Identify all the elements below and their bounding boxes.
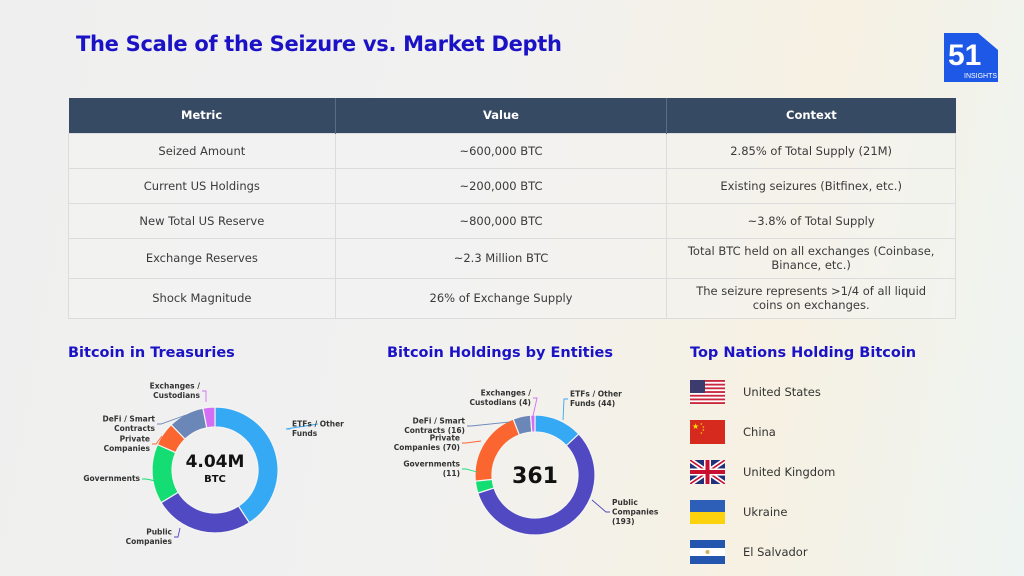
leader-line-governments (462, 468, 478, 473)
slice-label-public-companies: Public Companies (126, 528, 173, 547)
page-title: The Scale of the Seizure vs. Market Dept… (76, 32, 562, 56)
cell-context: Existing seizures (Bitfinex, etc.) (666, 167, 956, 204)
us-flag-icon (690, 380, 725, 404)
slice-label-exchanges-custodians: Exchanges / Custodians (150, 382, 201, 401)
nation-item: Ukraine (690, 492, 835, 532)
header-metric: Metric (68, 98, 336, 133)
cell-metric: Current US Holdings (68, 167, 336, 204)
cell-context: Total BTC held on all exchanges (Coinbas… (666, 237, 956, 279)
cell-metric: Shock Magnitude (68, 277, 336, 319)
table-row: Seized Amount ~600,000 BTC 2.85% of Tota… (68, 132, 956, 169)
nation-item: El Salvador (690, 532, 835, 572)
cell-metric: Seized Amount (68, 132, 336, 169)
cell-value: ~600,000 BTC (334, 132, 668, 169)
donut-center-value: 4.04M (186, 452, 245, 472)
cell-context: ~3.8% of Total Supply (666, 202, 956, 239)
donut-center-value: 361 (512, 464, 558, 489)
slice-label-defi-smart-contracts: DeFi / Smart Contracts (16) (404, 417, 465, 436)
cell-metric: Exchange Reserves (68, 237, 336, 279)
table-row: Shock Magnitude 26% of Exchange Supply T… (68, 277, 956, 319)
svg-text:★: ★ (702, 428, 705, 432)
slice-label-governments: Governments (11) (403, 460, 460, 479)
ukraine-flag-icon (690, 500, 725, 524)
nations-title: Top Nations Holding Bitcoin (690, 345, 917, 361)
header-context: Context (666, 98, 956, 133)
leader-line-defi-smart-contracts (467, 421, 511, 427)
leader-line-etfs-other-funds (285, 423, 319, 430)
donut-slice-public-companies (477, 433, 596, 536)
logo-number: 51 (948, 39, 981, 72)
leader-line-private-companies (152, 435, 163, 445)
slice-label-governments: Governments (83, 474, 140, 483)
cell-metric: New Total US Reserve (68, 202, 336, 239)
slice-label-public-companies: Public Companies (193) (612, 498, 659, 526)
treasuries-title: Bitcoin in Treasuries (68, 345, 235, 361)
leader-line-private-companies (462, 440, 482, 444)
donut-center-unit: BTC (204, 474, 226, 485)
nation-name: United States (743, 385, 821, 399)
leader-line-public-companies (591, 499, 610, 513)
cell-value: 26% of Exchange Supply (334, 277, 668, 319)
svg-text:★: ★ (700, 422, 703, 426)
leader-line-etfs-other-funds (562, 398, 568, 421)
nation-item: United Kingdom (690, 452, 835, 492)
nation-name: China (743, 425, 776, 439)
nation-item: United States (690, 372, 835, 412)
entities-title: Bitcoin Holdings by Entities (387, 345, 614, 361)
cell-value: ~800,000 BTC (334, 202, 668, 239)
table-row: New Total US Reserve ~800,000 BTC ~3.8% … (68, 202, 956, 239)
header-value: Value (335, 98, 668, 133)
leader-line-exchanges-custodians (202, 390, 207, 402)
leader-line-governments (142, 478, 157, 482)
slice-label-etfs-other-funds: ETFs / Other Funds (292, 420, 344, 439)
leader-line-defi-smart-contracts (157, 414, 187, 425)
donut-slice-exchanges-custodians (529, 414, 536, 433)
table-row: Exchange Reserves ~2.3 Million BTC Total… (68, 237, 956, 279)
donut-slice-public-companies (160, 491, 251, 534)
svg-text:★: ★ (702, 425, 705, 429)
slice-label-exchanges-custodians: Exchanges / Custodians (4) (469, 389, 531, 408)
nation-name: Ukraine (743, 505, 788, 519)
nation-item: ★ ★ ★ ★ ★ China (690, 412, 835, 452)
nations-list: United States ★ ★ ★ ★ ★ China United Kin… (690, 372, 835, 572)
leader-line-public-companies (174, 527, 181, 538)
cell-context: 2.85% of Total Supply (21M) (666, 132, 956, 169)
donut-slice-governments (151, 443, 180, 504)
cell-context: The seizure represents >1/4 of all liqui… (666, 277, 956, 319)
nation-name: United Kingdom (743, 465, 836, 479)
slice-label-private-companies: Private Companies (104, 435, 151, 454)
logo-51-insights: 51 INSIGHTS (944, 33, 998, 82)
entities-donut-chart: ETFs / Other Funds (44) Public Companies (19… (394, 389, 659, 536)
table-row: Current US Holdings ~200,000 BTC Existin… (68, 167, 956, 204)
slice-label-etfs-other-funds: ETFs / Other Funds (44) (570, 390, 622, 409)
nation-name: El Salvador (743, 545, 808, 559)
leader-line-exchanges-custodians (532, 397, 538, 417)
logo-text: INSIGHTS (964, 73, 997, 80)
donut-slice-exchanges-custodians (202, 406, 216, 429)
uk-flag-icon (690, 460, 725, 484)
svg-text:★: ★ (692, 422, 699, 431)
el-salvador-flag-icon (690, 540, 725, 564)
treasuries-donut-chart: ETFs / Other Funds Public Companies Governme… (83, 382, 344, 547)
svg-text:★: ★ (700, 431, 703, 435)
cell-value: ~200,000 BTC (334, 167, 668, 204)
china-flag-icon: ★ ★ ★ ★ ★ (690, 420, 725, 444)
slice-label-private-companies: Private Companies (70) (394, 434, 460, 453)
table-header-row: Metric Value Context (68, 98, 956, 133)
slice-label-defi-smart-contracts: DeFi / Smart Contracts (102, 415, 155, 434)
cell-value: ~2.3 Million BTC (334, 237, 668, 279)
metrics-table: Metric Value Context Seized Amount ~600,… (68, 98, 956, 319)
